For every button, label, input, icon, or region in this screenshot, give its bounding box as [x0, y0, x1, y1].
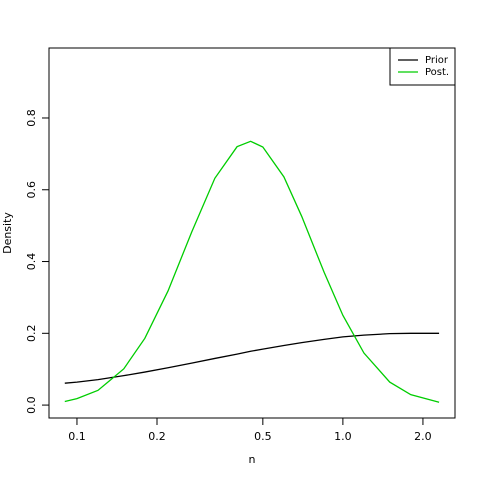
x-tick-label: 0.5 — [254, 430, 272, 443]
y-tick-label: 0.8 — [25, 109, 38, 127]
y-tick-label: 0.0 — [25, 396, 38, 414]
x-tick-label: 0.2 — [148, 430, 166, 443]
y-tick-label: 0.4 — [25, 253, 38, 271]
x-tick-label: 0.1 — [68, 430, 86, 443]
plot-box — [48, 47, 456, 419]
y-tick-label: 0.2 — [25, 325, 38, 343]
series-line — [64, 332, 440, 384]
y-axis-label: Density — [1, 212, 14, 254]
legend-label: Post. — [425, 67, 449, 78]
series-line — [64, 140, 440, 403]
x-axis-label: n — [249, 453, 256, 466]
y-tick-label: 0.6 — [25, 181, 38, 199]
legend-box — [389, 47, 456, 86]
x-tick-label: 1.0 — [334, 430, 352, 443]
legend-label: Prior — [425, 55, 449, 66]
x-tick-label: 2.0 — [414, 430, 432, 443]
